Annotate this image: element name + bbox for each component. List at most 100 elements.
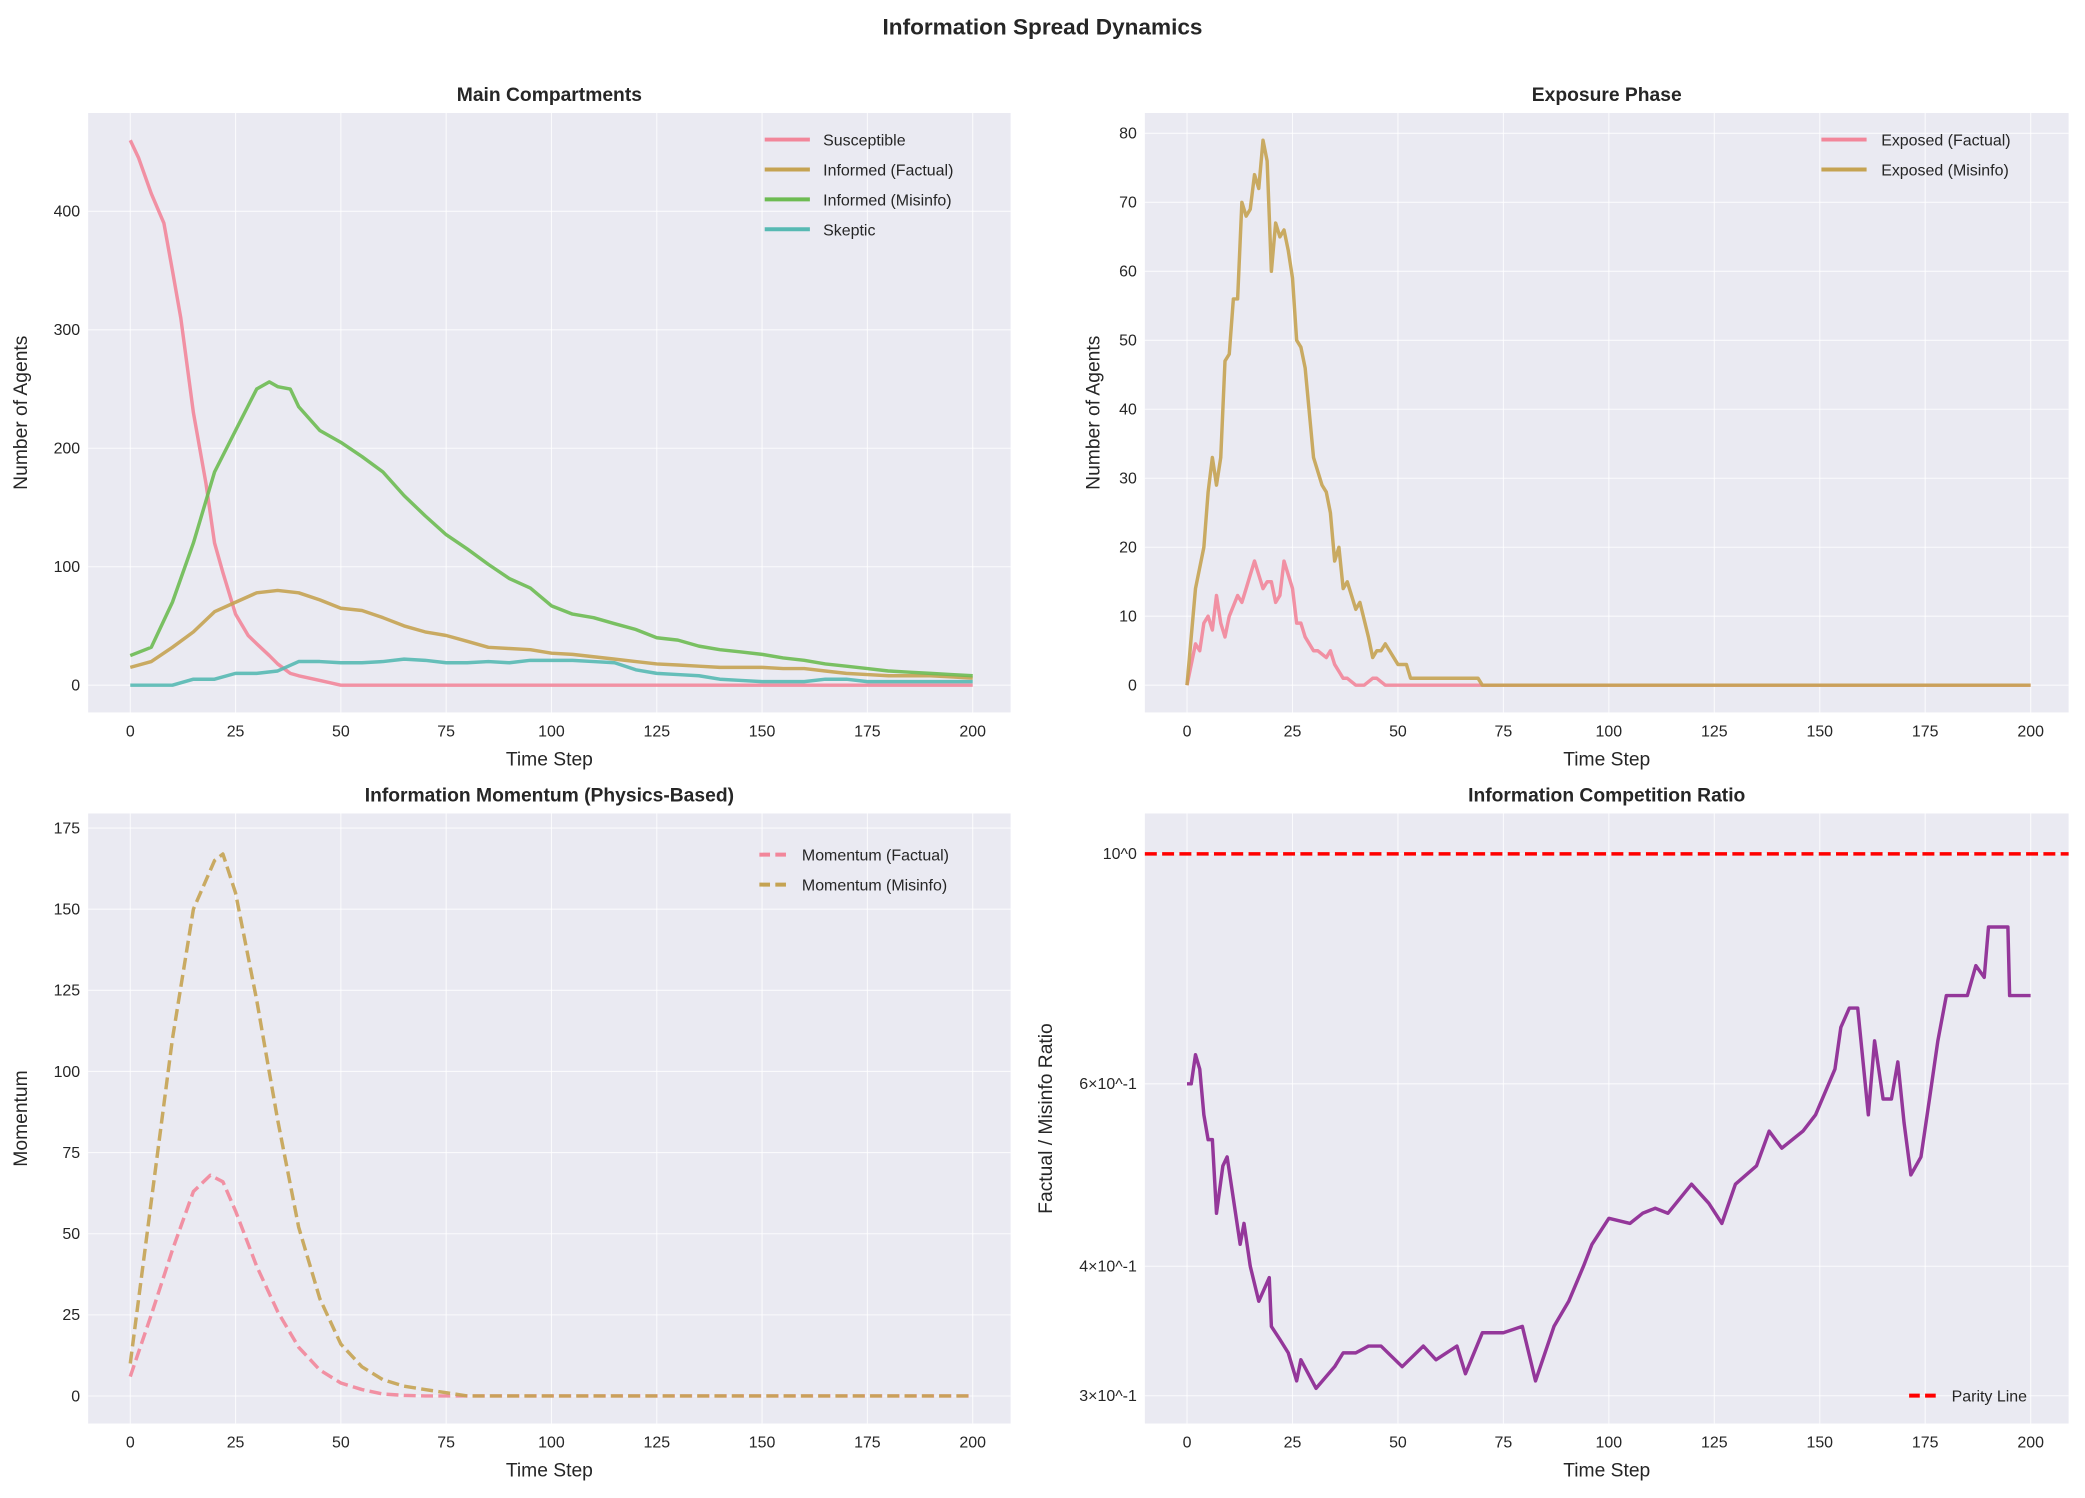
subplot-1: 0 25 50 75 100 125 150 175 200 0 100 200 300 400 Main … <box>11 85 1011 771</box>
y-axis-label: Factual / Misinfo Ratio <box>1036 1023 1057 1214</box>
series-line-informed-factual <box>129 588 973 680</box>
legend-label: Exposed (Factual) <box>1881 133 2010 150</box>
x-tick-label: 50 <box>332 1434 350 1451</box>
series-line-ratio <box>1186 925 2031 1391</box>
x-tick-label: 125 <box>643 723 670 740</box>
series-line-informed-misinfo <box>129 380 973 678</box>
y-tick-label: 50 <box>1119 333 1137 350</box>
x-tick-label: 200 <box>2017 723 2044 740</box>
subplot-title: Exposure Phase <box>1532 85 1682 106</box>
plot-area <box>88 813 1011 1424</box>
legend-label: Exposed (Misinfo) <box>1881 162 2009 179</box>
x-tick-label: 175 <box>1912 1434 1939 1451</box>
y-tick-label: 100 <box>54 559 81 576</box>
x-tick-label: 200 <box>959 723 986 740</box>
series-line-skeptic <box>130 657 973 687</box>
series-line-exposed-factual <box>1185 559 2031 687</box>
x-tick-label: 50 <box>1389 723 1407 740</box>
y-tick-label: 3×10^-1 <box>1079 1388 1137 1405</box>
plot-area <box>1144 813 2069 1424</box>
legend-label: Momentum (Misinfo) <box>802 878 947 895</box>
x-tick-label: 25 <box>227 723 245 740</box>
x-tick-label: 200 <box>959 1434 986 1451</box>
x-tick-label: 0 <box>126 1434 135 1451</box>
x-tick-label: 125 <box>1701 1434 1728 1451</box>
series-line-momentum-factual <box>128 1173 973 1398</box>
x-axis-label: Time Step <box>506 1461 593 1482</box>
plot-area <box>88 112 1011 713</box>
x-tick-label: 175 <box>854 1434 881 1451</box>
y-tick-label: 400 <box>54 204 81 221</box>
x-tick-label: 25 <box>227 1434 245 1451</box>
y-tick-label: 10^0 <box>1103 846 1137 863</box>
y-tick-label: 100 <box>54 1064 81 1081</box>
x-tick-label: 75 <box>1495 723 1513 740</box>
y-tick-label: 40 <box>1119 402 1137 419</box>
x-tick-label: 125 <box>1701 723 1728 740</box>
x-tick-label: 150 <box>749 1434 776 1451</box>
y-axis-label: Number of Agents <box>1084 336 1105 490</box>
y-tick-label: 175 <box>54 820 81 837</box>
x-tick-label: 100 <box>1596 723 1623 740</box>
legend-label: Parity Line <box>1952 1389 2027 1406</box>
legend-label: Susceptible <box>823 133 906 150</box>
series-line-exposed-misinfo <box>1185 138 2031 687</box>
figure-suptitle: Information Spread Dynamics <box>883 15 1203 40</box>
legend: Exposed (Factual) Exposed (Misinfo) <box>1821 133 2011 179</box>
series-line-susceptible <box>128 139 973 687</box>
subplot-3: 0 25 50 75 100 125 150 175 200 0 25 50 75 100 125 150 17… <box>11 786 1011 1482</box>
y-tick-label: 80 <box>1119 126 1137 143</box>
y-tick-label: 0 <box>71 678 80 695</box>
legend-label: Informed (Factual) <box>823 162 953 179</box>
y-tick-label: 200 <box>54 441 81 458</box>
x-tick-label: 75 <box>437 723 455 740</box>
legend-label: Momentum (Factual) <box>802 848 949 865</box>
x-tick-label: 150 <box>749 723 776 740</box>
x-tick-label: 50 <box>332 723 350 740</box>
y-tick-label: 0 <box>1128 678 1137 695</box>
x-tick-label: 0 <box>1183 1434 1192 1451</box>
x-tick-label: 175 <box>854 723 881 740</box>
y-tick-label: 4×10^-1 <box>1079 1259 1137 1276</box>
x-tick-label: 0 <box>126 723 135 740</box>
plot-area <box>1144 112 2069 713</box>
legend-label: Informed (Misinfo) <box>823 192 951 209</box>
x-axis-label: Time Step <box>506 750 593 771</box>
legend: Susceptible Informed (Factual) Informed (M… <box>764 133 953 239</box>
x-tick-label: 100 <box>538 723 565 740</box>
y-tick-label: 125 <box>54 983 81 1000</box>
x-tick-label: 175 <box>1912 723 1939 740</box>
x-tick-label: 125 <box>643 1434 670 1451</box>
y-tick-label: 60 <box>1119 264 1137 281</box>
y-tick-label: 30 <box>1119 471 1137 488</box>
y-tick-label: 150 <box>54 902 81 919</box>
x-tick-label: 100 <box>538 1434 565 1451</box>
y-tick-label: 0 <box>71 1388 80 1405</box>
x-tick-label: 150 <box>1806 723 1833 740</box>
y-axis-label: Momentum <box>11 1070 32 1166</box>
y-tick-label: 75 <box>62 1145 80 1162</box>
x-axis-label: Time Step <box>1563 1461 1650 1482</box>
x-tick-label: 25 <box>1284 1434 1302 1451</box>
subplot-title: Information Momentum (Physics-Based) <box>365 786 734 807</box>
y-tick-label: 20 <box>1119 540 1137 557</box>
y-tick-label: 300 <box>54 322 81 339</box>
y-tick-label: 6×10^-1 <box>1079 1076 1137 1093</box>
y-tick-label: 50 <box>62 1226 80 1243</box>
legend: Parity Line <box>1909 1389 2027 1406</box>
x-tick-label: 50 <box>1389 1434 1407 1451</box>
x-tick-label: 100 <box>1596 1434 1623 1451</box>
x-axis-label: Time Step <box>1563 750 1650 771</box>
x-tick-label: 75 <box>437 1434 455 1451</box>
y-tick-label: 25 <box>62 1307 80 1324</box>
series-line-momentum-misinfo <box>128 852 973 1398</box>
subplot-2: 0 25 50 75 100 125 150 175 200 0 10 20 30 40 50 60 70 80 E… <box>1084 85 2069 771</box>
y-axis-label: Number of Agents <box>11 336 32 490</box>
subplot-title: Main Compartments <box>457 85 642 106</box>
legend: Momentum (Factual) Momentum (Misinfo) <box>759 848 949 895</box>
x-tick-label: 0 <box>1183 723 1192 740</box>
y-tick-label: 10 <box>1119 609 1137 626</box>
legend-label: Skeptic <box>823 222 875 239</box>
subplot-4: 0 25 50 75 100 125 150 175 200 10^0 6×10^-1 4×10^-1… <box>1036 786 2069 1482</box>
